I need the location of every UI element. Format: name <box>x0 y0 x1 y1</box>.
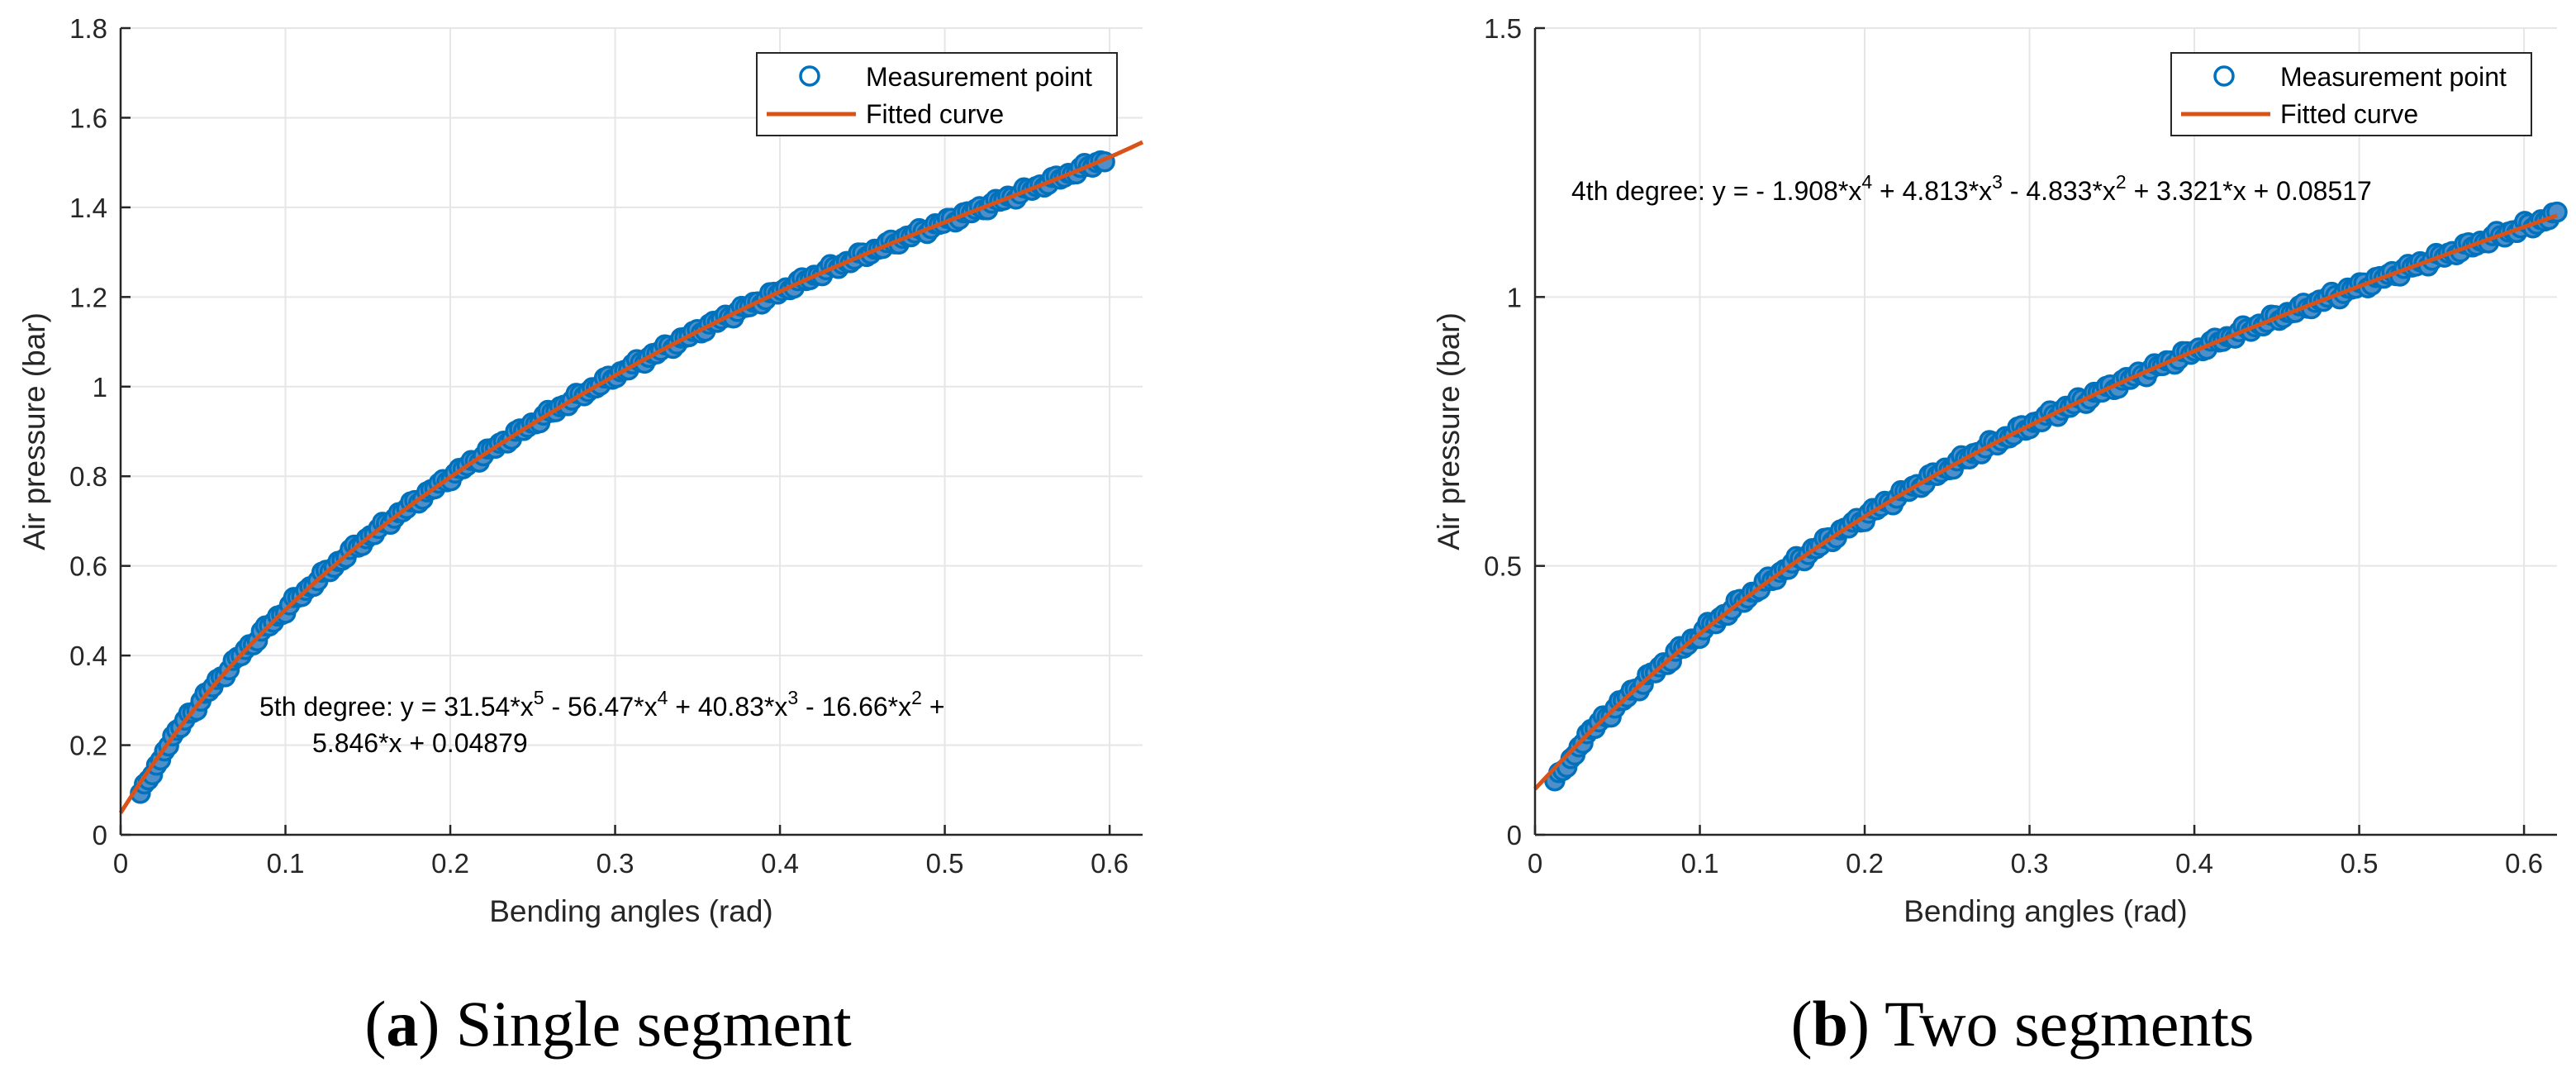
a-x-tick-label: 0.5 <box>926 848 964 879</box>
a-y-tick-label: 1 <box>93 372 107 403</box>
panel-a-legend: Measurement point Fitted curve <box>756 52 1118 136</box>
panel-a-x-axis-label: Bending angles (rad) <box>489 894 773 928</box>
a-y-tick-label: 1.8 <box>69 13 107 44</box>
b-x-tick-label: 0.3 <box>2011 848 2049 879</box>
panel-a-equation-line-1: 5th degree: y = 31.54*x5 - 56.47*x4 + 40… <box>259 687 945 722</box>
a-y-tick-label: 1.4 <box>69 193 107 223</box>
panel-b-fitted-curve <box>1533 213 2558 791</box>
a-y-tick-label: 1.6 <box>69 102 107 133</box>
a-x-tick-label: 0.3 <box>596 848 634 879</box>
a-x-tick-label: 0.1 <box>267 848 305 879</box>
panel-b: 0 0.1 0.2 0.3 0.4 0.5 0.6 0 0.5 1 1.5 Bending angl… <box>1432 13 2568 1060</box>
panel-b-y-axis-label: Air pressure (bar) <box>1432 312 1466 550</box>
panel-a-fitted-curve <box>118 140 1144 814</box>
a-y-tick-label: 0.2 <box>69 731 107 761</box>
b-x-tick-label: 0.1 <box>1681 848 1719 879</box>
b-x-tick-label: 0.5 <box>2341 848 2379 879</box>
panel-a-plot-area <box>121 28 1143 835</box>
panel-b-legend-marker-icon <box>2213 65 2235 87</box>
a-y-tick-label: 0.6 <box>69 551 107 582</box>
panel-b-equation: 4th degree: y = - 1.908*x4 + 4.813*x3 - … <box>1571 171 2372 206</box>
b-y-tick-label: 1 <box>1507 282 1522 312</box>
panel-b-x-axis-label: Bending angles (rad) <box>1903 894 2188 928</box>
panel-a-ticks: 0 0.1 0.2 0.3 0.4 0.5 0.6 0 0.2 0.4 0.6 0.8 1 1.2 1.4 1… <box>69 13 1129 879</box>
a-y-tick-label: 0.8 <box>69 461 107 492</box>
a-y-tick-label: 1.2 <box>69 282 107 312</box>
b-y-tick-label: 1.5 <box>1484 13 1522 44</box>
panel-a-legend-marker-icon <box>799 65 820 87</box>
a-x-tick-label: 0.4 <box>761 848 799 879</box>
panel-b-legend-label-measurement: Measurement point <box>2280 62 2507 92</box>
a-x-tick-label: 0.6 <box>1091 848 1129 879</box>
panel-b-legend: Measurement point Fitted curve <box>2170 52 2532 136</box>
panel-b-plot-area <box>1535 28 2557 835</box>
panel-b-caption: (b) Two segments <box>1791 988 2255 1060</box>
panel-a-caption: (a) Single segment <box>364 988 852 1060</box>
b-x-tick-label: 0.4 <box>2175 848 2213 879</box>
panel-a-legend-label-fitted: Fitted curve <box>866 99 1004 129</box>
panel-b-ticks: 0 0.1 0.2 0.3 0.4 0.5 0.6 0 0.5 1 1.5 <box>1484 13 2543 879</box>
b-x-tick-label: 0 <box>1528 848 1542 879</box>
a-y-tick-label: 0 <box>93 820 107 850</box>
a-x-tick-label: 0 <box>113 848 128 879</box>
b-x-tick-label: 0.6 <box>2505 848 2543 879</box>
a-x-tick-label: 0.2 <box>431 848 469 879</box>
panel-a-legend-label-measurement: Measurement point <box>866 62 1092 92</box>
a-y-tick-label: 0.4 <box>69 641 107 671</box>
panel-a-equation-line-2: 5.846*x + 0.04879 <box>312 728 528 758</box>
panel-b-legend-label-fitted: Fitted curve <box>2280 99 2418 129</box>
panel-b-legend-box <box>2170 52 2532 136</box>
panel-a-y-axis-label: Air pressure (bar) <box>17 312 51 550</box>
panel-a: 0 0.1 0.2 0.3 0.4 0.5 0.6 0 0.2 0.4 0.6 0.8 1 1.2 1.4 1… <box>17 13 1144 1060</box>
b-y-tick-label: 0.5 <box>1484 551 1522 582</box>
panel-a-legend-box <box>756 52 1118 136</box>
b-x-tick-label: 0.2 <box>1846 848 1884 879</box>
b-y-tick-label: 0 <box>1507 820 1522 850</box>
